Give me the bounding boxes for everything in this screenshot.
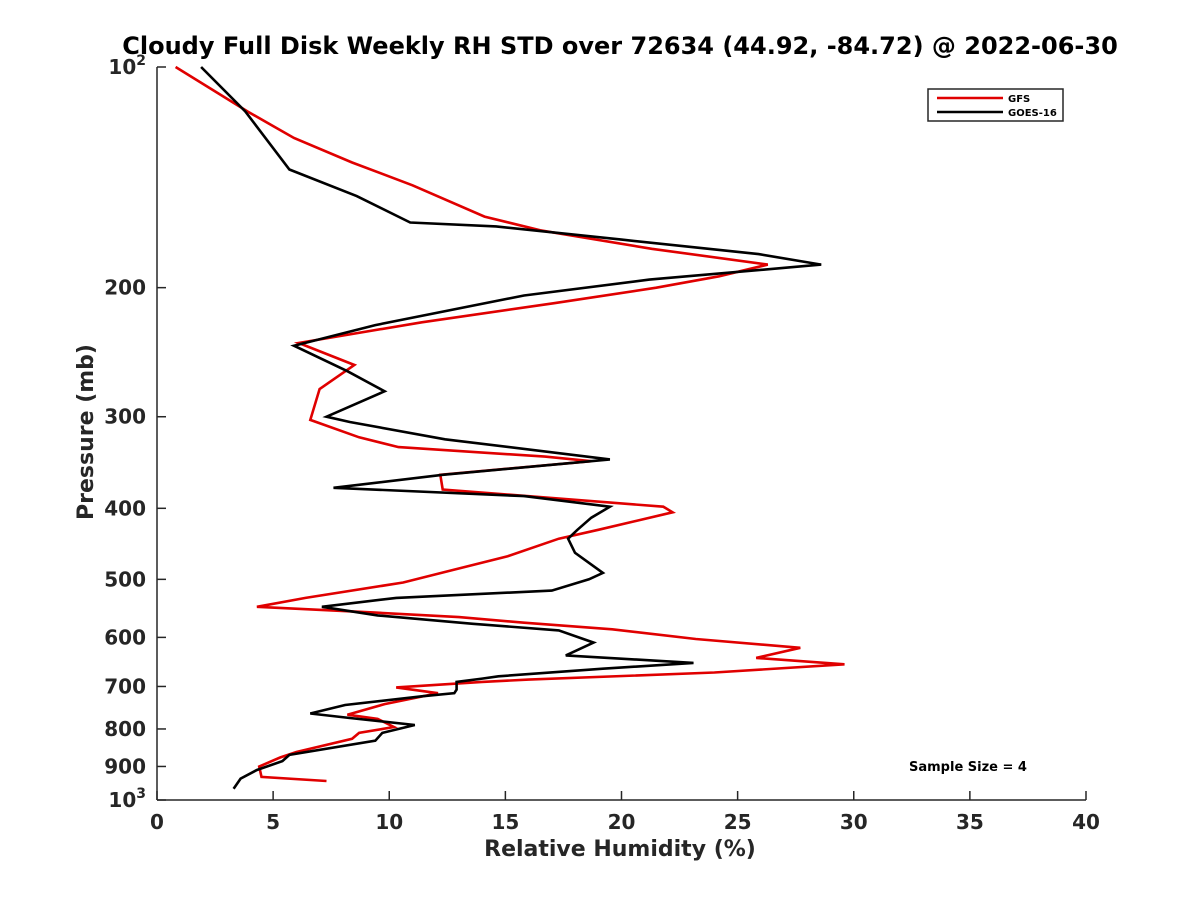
legend-box (927, 88, 1064, 122)
y-tick-label-exponent: 3 (136, 786, 146, 802)
x-axis-title: Relative Humidity (%) (484, 837, 756, 862)
y-tick-label-base: 600 (104, 625, 146, 649)
y-tick-label: 102 (108, 53, 146, 79)
y-tick-label-base: 800 (104, 717, 146, 741)
y-tick-label: 300 (104, 405, 146, 429)
legend: GFS GOES-16 (927, 88, 1064, 122)
x-tick-label: 35 (956, 810, 984, 834)
y-tick-label: 700 (104, 674, 146, 698)
y-tick-label-base: 10 (108, 788, 136, 812)
x-tick-label: 20 (608, 810, 636, 834)
x-tick-label: 25 (724, 810, 752, 834)
y-tick-label: 200 (104, 276, 146, 300)
y-tick-label-base: 200 (104, 276, 146, 300)
x-tick-label: 5 (266, 810, 280, 834)
y-tick-label-base: 300 (104, 405, 146, 429)
y-tick-label-base: 900 (104, 754, 146, 778)
x-tick-label: 10 (375, 810, 403, 834)
x-tick-label: 0 (150, 810, 164, 834)
series-line-goes-16 (200, 66, 822, 790)
y-tick-label-base: 10 (108, 55, 136, 79)
y-tick-label: 400 (104, 496, 146, 520)
y-tick-label: 800 (104, 717, 146, 741)
y-tick-label: 103 (108, 786, 146, 812)
y-tick-label: 900 (104, 754, 146, 778)
series-line-gfs (174, 65, 845, 783)
y-tick-label-base: 500 (104, 567, 146, 591)
y-tick-label-exponent: 2 (136, 53, 146, 69)
y-tick-label-base: 700 (104, 674, 146, 698)
y-axis-title: Pressure (mb) (74, 344, 99, 520)
legend-label: GFS (1008, 94, 1030, 105)
chart-title: Cloudy Full Disk Weekly RH STD over 7263… (122, 32, 1118, 60)
y-tick-label: 600 (104, 625, 146, 649)
y-tick-label-base: 400 (104, 496, 146, 520)
x-axis-ticks: 0 5 10 15 20 25 30 35 40 (150, 791, 1100, 834)
x-tick-label: 40 (1072, 810, 1100, 834)
legend-label: GOES-16 (1008, 108, 1057, 119)
series-layer (174, 65, 845, 790)
plot-axes (156, 67, 1086, 801)
sample-size-annotation: Sample Size = 4 (909, 760, 1027, 775)
y-tick-label: 500 (104, 567, 146, 591)
x-tick-label: 15 (491, 810, 519, 834)
x-tick-label: 30 (840, 810, 868, 834)
